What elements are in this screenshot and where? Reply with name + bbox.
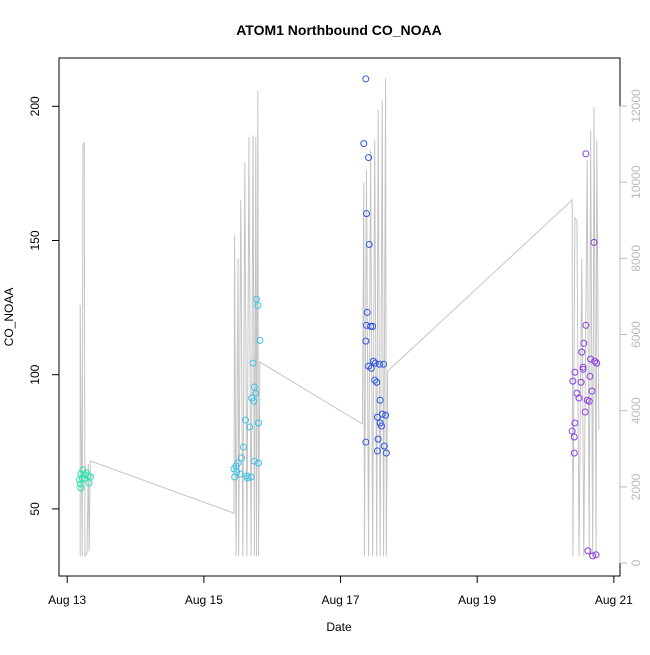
data-point [577,378,585,386]
data-point [255,459,263,467]
data-point [575,394,583,402]
y2-tick-label: 4000 [629,397,643,424]
data-point [382,449,390,457]
data-point [570,433,578,441]
data-point [239,443,247,451]
data-point [365,241,373,249]
data-point [582,150,590,158]
data-point [373,378,381,386]
chart-title: ATOM1 Northbound CO_NOAA [236,22,442,38]
y-tick-label: 200 [28,96,42,116]
data-point [581,408,589,416]
data-point [579,365,587,373]
y2-tick-label: 0 [629,559,643,566]
y2-tick-label: 2000 [629,473,643,500]
data-point [249,359,257,367]
x-tick-label: Aug 19 [458,593,496,607]
data-point [367,322,375,330]
data-point [587,355,595,363]
data-point [590,238,598,246]
data-point [242,416,250,424]
y2-tick-label: 10000 [629,165,643,199]
data-point [369,322,377,330]
x-axis-label: Date [326,620,352,634]
data-point [585,397,593,405]
data-point [365,154,373,162]
x-tick-label: Aug 21 [595,593,633,607]
data-point [588,387,596,395]
data-point [382,411,390,419]
data-point [378,410,386,418]
data-point [247,473,255,481]
data-point [579,363,587,371]
data-point [568,427,576,435]
data-point [593,359,601,367]
data-point [578,348,586,356]
y-tick-label: 150 [28,230,42,250]
data-point [362,210,370,218]
y-axis-label: CO_NOAA [2,288,16,347]
data-point [86,473,94,481]
data-point [237,454,245,462]
data-point [376,396,384,404]
data-point [252,389,260,397]
data-point [591,357,599,365]
data-point [586,372,594,380]
y2-tick-label: 8000 [629,245,643,272]
data-point [77,484,85,492]
data-point [569,377,577,385]
data-point [76,480,84,488]
data-point [584,547,592,555]
data-point [246,423,254,431]
y-tick-label: 100 [28,364,42,384]
data-point [571,419,579,427]
data-point [367,364,375,372]
data-point [250,457,258,465]
data-point [256,336,264,344]
x-tick-label: Aug 15 [185,593,223,607]
y-tick-label: 50 [28,502,42,516]
y2-tick-label: 12000 [629,89,643,123]
data-point [362,75,370,83]
data-point [363,308,371,316]
data-point [589,552,597,560]
data-point [244,474,252,482]
y2-tick-label: 6000 [629,321,643,348]
data-point [236,470,244,478]
data-point [371,359,379,367]
data-point [582,321,590,329]
data-point [255,419,263,427]
data-point [231,473,239,481]
data-point [375,360,383,368]
x-tick-label: Aug 13 [48,593,86,607]
plot-frame [58,57,621,577]
data-point [378,422,386,430]
data-point [369,357,377,365]
data-point [380,360,388,368]
x-tick-label: Aug 17 [322,593,360,607]
altitude-line [79,78,600,558]
data-point [234,459,242,467]
data-point [362,337,370,345]
data-point [571,368,579,376]
data-point [371,376,379,384]
data-point [570,449,578,457]
data-point [374,435,382,443]
data-point [373,447,381,455]
data-point [592,551,600,559]
data-point [250,397,258,405]
data-point [254,301,262,309]
data-point [360,140,368,148]
data-point [580,339,588,347]
data-point [362,438,370,446]
data-point [380,442,388,450]
data-point [85,479,93,487]
